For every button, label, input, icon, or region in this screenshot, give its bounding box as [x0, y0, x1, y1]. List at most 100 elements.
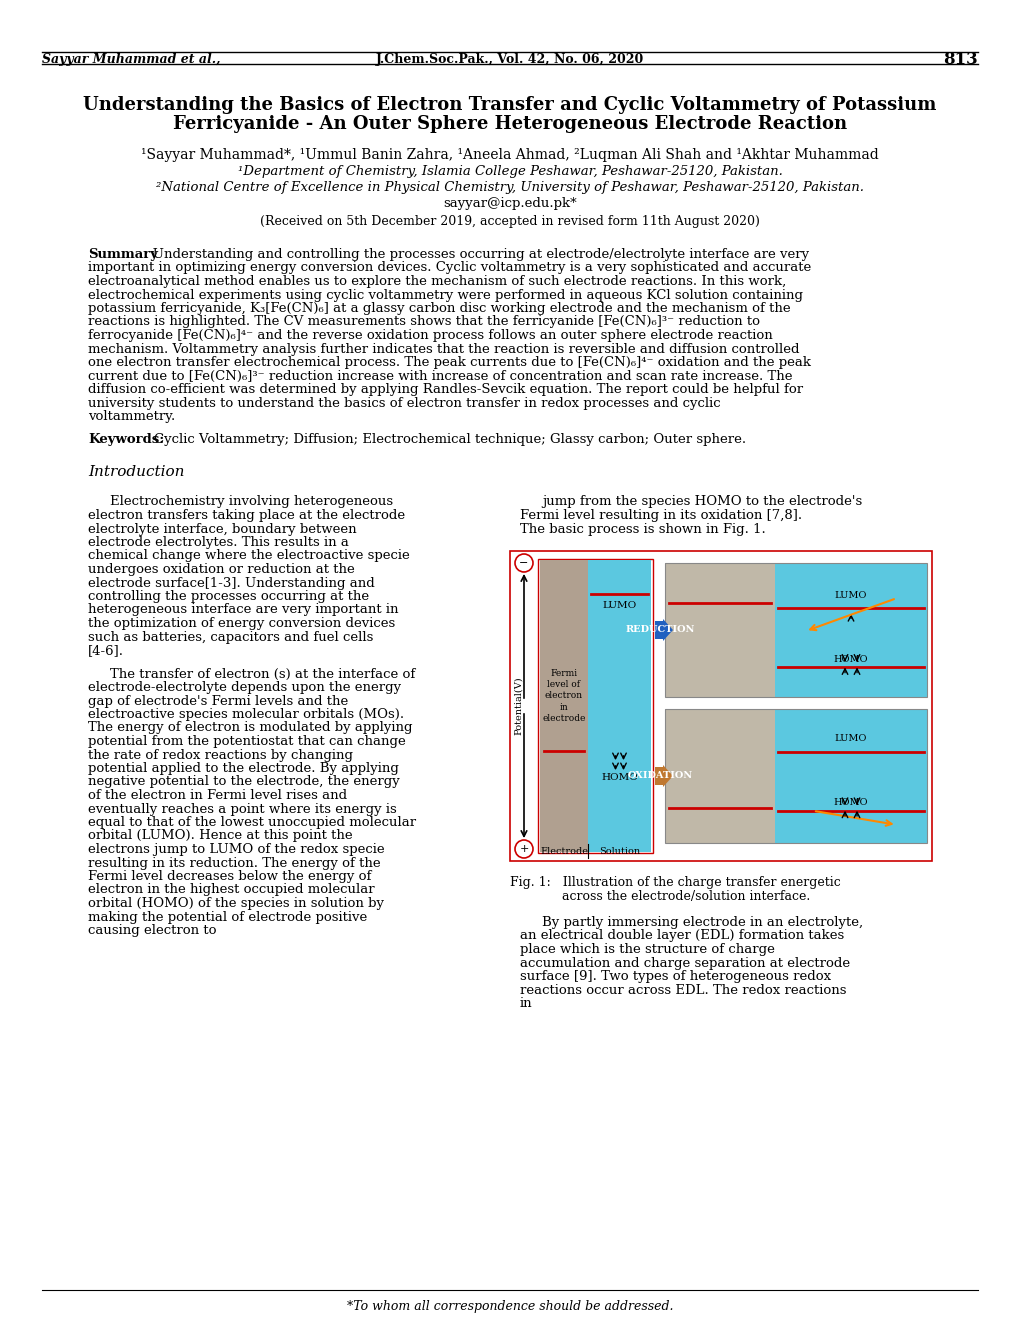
Text: jump from the species HOMO to the electrode's: jump from the species HOMO to the electr…	[541, 495, 861, 508]
Text: in: in	[520, 997, 532, 1010]
Text: electrode-electrolyte depends upon the energy: electrode-electrolyte depends upon the e…	[88, 681, 400, 694]
Text: an electrical double layer (EDL) formation takes: an electrical double layer (EDL) formati…	[520, 929, 844, 942]
Text: surface [9]. Two types of heterogeneous redox: surface [9]. Two types of heterogeneous …	[520, 970, 830, 983]
Text: accumulation and charge separation at electrode: accumulation and charge separation at el…	[520, 957, 849, 969]
Bar	[664, 709, 926, 843]
Text: 813: 813	[943, 51, 977, 69]
Text: electrolyte interface, boundary between: electrolyte interface, boundary between	[88, 523, 357, 536]
Text: place which is the structure of charge: place which is the structure of charge	[520, 942, 774, 956]
Text: Cyclic Voltammetry; Diffusion; Electrochemical technique; Glassy carbon; Outer s: Cyclic Voltammetry; Diffusion; Electroch…	[154, 433, 745, 446]
FancyArrow shape	[654, 619, 673, 642]
Text: The basic process is shown in Fig. 1.: The basic process is shown in Fig. 1.	[520, 523, 765, 536]
Circle shape	[515, 554, 533, 572]
Text: undergoes oxidation or reduction at the: undergoes oxidation or reduction at the	[88, 564, 355, 576]
Text: Electrode: Electrode	[539, 846, 587, 855]
Text: electrochemical experiments using cyclic voltammetry were performed in aqueous K: electrochemical experiments using cyclic…	[88, 289, 802, 301]
Bar	[664, 709, 774, 843]
Text: The energy of electron is modulated by applying: The energy of electron is modulated by a…	[88, 722, 412, 734]
Bar	[664, 564, 774, 697]
Text: heterogeneous interface are very important in: heterogeneous interface are very importa…	[88, 603, 398, 616]
Text: (Received on 5th December 2019, accepted in revised form 11th August 2020): (Received on 5th December 2019, accepted…	[260, 215, 759, 228]
Text: Fig. 1:   Illustration of the charge transfer energetic: Fig. 1: Illustration of the charge trans…	[510, 876, 840, 888]
Text: electroanalytical method enables us to explore the mechanism of such electrode r: electroanalytical method enables us to e…	[88, 275, 786, 288]
Text: ¹Sayyar Muhammad*, ¹Ummul Banin Zahra, ¹Aneela Ahmad, ²Luqman Ali Shah and ¹Akht: ¹Sayyar Muhammad*, ¹Ummul Banin Zahra, ¹…	[141, 148, 878, 162]
Text: [4-6].: [4-6].	[88, 644, 124, 657]
Text: −: −	[519, 558, 528, 568]
Text: LUMO: LUMO	[834, 591, 866, 599]
Text: mechanism. Voltammetry analysis further indicates that the reaction is reversibl: mechanism. Voltammetry analysis further …	[88, 342, 799, 355]
Text: electroactive species molecular orbitals (MOs).: electroactive species molecular orbitals…	[88, 708, 404, 721]
Text: resulting in its reduction. The energy of the: resulting in its reduction. The energy o…	[88, 857, 380, 870]
Text: *To whom all correspondence should be addressed.: *To whom all correspondence should be ad…	[346, 1300, 673, 1313]
Text: HOMO: HOMO	[600, 774, 637, 783]
Bar	[774, 709, 926, 843]
Bar	[539, 560, 587, 851]
Text: electrode surface[1-3]. Understanding and: electrode surface[1-3]. Understanding an…	[88, 577, 374, 590]
Text: across the electrode/solution interface.: across the electrode/solution interface.	[510, 890, 809, 903]
Text: ferrocyanide [Fe(CN)₆]⁴⁻ and the reverse oxidation process follows an outer sphe: ferrocyanide [Fe(CN)₆]⁴⁻ and the reverse…	[88, 329, 772, 342]
Text: current due to [Fe(CN)₆]³⁻ reduction increase with increase of concentration and: current due to [Fe(CN)₆]³⁻ reduction inc…	[88, 370, 792, 383]
Text: such as batteries, capacitors and fuel cells: such as batteries, capacitors and fuel c…	[88, 631, 373, 644]
Text: Ferricyanide - An Outer Sphere Heterogeneous Electrode Reaction: Ferricyanide - An Outer Sphere Heterogen…	[173, 115, 846, 133]
Text: Summary: Summary	[88, 248, 158, 261]
Bar	[774, 564, 926, 697]
Text: ²National Centre of Excellence in Physical Chemistry, University of Peshawar, Pe: ²National Centre of Excellence in Physic…	[156, 181, 863, 194]
Text: Understanding the Basics of Electron Transfer and Cyclic Voltammetry of Potassiu: Understanding the Basics of Electron Tra…	[84, 96, 935, 114]
Text: Fermi level resulting in its oxidation [7,8].: Fermi level resulting in its oxidation […	[520, 510, 801, 521]
Text: Electrochemistry involving heterogeneous: Electrochemistry involving heterogeneous	[110, 495, 392, 508]
Text: Introduction: Introduction	[88, 466, 184, 479]
Text: Potential(V): Potential(V)	[513, 677, 522, 735]
Text: diffusion co-efficient was determined by applying Randles-Sevcik equation. The r: diffusion co-efficient was determined by…	[88, 383, 802, 396]
Text: university students to understand the basics of electron transfer in redox proce: university students to understand the ba…	[88, 396, 719, 409]
Text: Sayyar Muhammad et al.,: Sayyar Muhammad et al.,	[42, 54, 220, 66]
Text: chemical change where the electroactive specie: chemical change where the electroactive …	[88, 549, 410, 562]
Text: controlling the processes occurring at the: controlling the processes occurring at t…	[88, 590, 369, 603]
Bar	[537, 558, 652, 853]
Text: voltammetry.: voltammetry.	[88, 411, 175, 422]
Text: orbital (LUMO). Hence at this point the: orbital (LUMO). Hence at this point the	[88, 829, 353, 842]
Text: electrode electrolytes. This results in a: electrode electrolytes. This results in …	[88, 536, 348, 549]
Bar	[587, 560, 650, 851]
Text: electrons jump to LUMO of the redox specie: electrons jump to LUMO of the redox spec…	[88, 843, 384, 855]
Text: eventually reaches a point where its energy is: eventually reaches a point where its ene…	[88, 803, 396, 816]
Text: gap of electrode's Fermi levels and the: gap of electrode's Fermi levels and the	[88, 694, 347, 708]
Text: By partly immersing electrode in an electrolyte,: By partly immersing electrode in an elec…	[541, 916, 862, 929]
Bar	[664, 564, 926, 697]
Text: potassium ferricyanide, K₃[Fe(CN)₆] at a glassy carbon disc working electrode an: potassium ferricyanide, K₃[Fe(CN)₆] at a…	[88, 302, 790, 315]
Text: LUMO: LUMO	[602, 602, 636, 610]
Text: Fermi level decreases below the energy of: Fermi level decreases below the energy o…	[88, 870, 371, 883]
Text: reactions occur across EDL. The redox reactions: reactions occur across EDL. The redox re…	[520, 983, 846, 997]
Text: Keywords:: Keywords:	[88, 433, 164, 446]
Text: the rate of redox reactions by changing: the rate of redox reactions by changing	[88, 748, 353, 762]
Text: REDUCTION: REDUCTION	[625, 626, 694, 635]
Text: of the electron in Fermi level rises and: of the electron in Fermi level rises and	[88, 789, 346, 803]
Text: +: +	[519, 843, 528, 854]
Text: OXIDATION: OXIDATION	[627, 771, 692, 780]
Text: The transfer of electron (s) at the interface of: The transfer of electron (s) at the inte…	[110, 668, 415, 681]
Text: HOMO: HOMO	[833, 655, 867, 664]
Text: one electron transfer electrochemical process. The peak currents due to [Fe(CN)₆: one electron transfer electrochemical pr…	[88, 356, 810, 370]
Text: sayyar@icp.edu.pk*: sayyar@icp.edu.pk*	[442, 197, 577, 210]
Text: J.Chem.Soc.Pak., Vol. 42, No. 06, 2020: J.Chem.Soc.Pak., Vol. 42, No. 06, 2020	[376, 54, 643, 66]
Text: orbital (HOMO) of the species in solution by: orbital (HOMO) of the species in solutio…	[88, 898, 383, 909]
Text: potential applied to the electrode. By applying: potential applied to the electrode. By a…	[88, 762, 398, 775]
Text: electron in the highest occupied molecular: electron in the highest occupied molecul…	[88, 883, 374, 896]
Text: making the potential of electrode positive: making the potential of electrode positi…	[88, 911, 367, 924]
Text: HOMO: HOMO	[833, 799, 867, 808]
Text: negative potential to the electrode, the energy: negative potential to the electrode, the…	[88, 776, 399, 788]
Text: ¹Department of Chemistry, Islamia College Peshawar, Peshawar-25120, Pakistan.: ¹Department of Chemistry, Islamia Colleg…	[237, 165, 782, 178]
Text: : Understanding and controlling the processes occurring at electrode/electrolyte: : Understanding and controlling the proc…	[144, 248, 808, 261]
Text: potential from the potentiostat that can change: potential from the potentiostat that can…	[88, 735, 406, 748]
Text: causing electron to: causing electron to	[88, 924, 216, 937]
Text: LUMO: LUMO	[834, 734, 866, 743]
Text: electron transfers taking place at the electrode: electron transfers taking place at the e…	[88, 510, 405, 521]
Text: Fermi
level of
electron
in
electrode: Fermi level of electron in electrode	[542, 669, 585, 723]
Text: reactions is highlighted. The CV measurements shows that the ferricyanide [Fe(CN: reactions is highlighted. The CV measure…	[88, 315, 759, 329]
Text: Solution: Solution	[598, 846, 640, 855]
Text: equal to that of the lowest unoccupied molecular: equal to that of the lowest unoccupied m…	[88, 816, 416, 829]
FancyArrow shape	[654, 766, 673, 787]
Bar	[510, 550, 931, 861]
Text: the optimization of energy conversion devices: the optimization of energy conversion de…	[88, 616, 395, 630]
Text: important in optimizing energy conversion devices. Cyclic voltammetry is a very : important in optimizing energy conversio…	[88, 261, 810, 275]
Circle shape	[515, 840, 533, 858]
